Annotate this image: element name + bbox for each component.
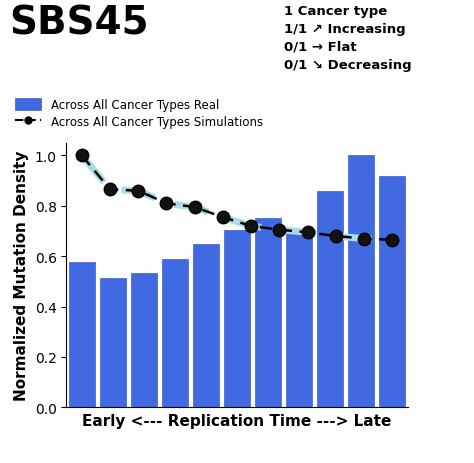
Bar (162, 259, 188, 407)
Bar (224, 230, 250, 407)
Bar (193, 244, 219, 407)
Text: SBS45: SBS45 (9, 5, 149, 43)
Y-axis label: Normalized Mutation Density: Normalized Mutation Density (14, 150, 29, 400)
Bar (379, 176, 405, 407)
X-axis label: Early <--- Replication Time ---> Late: Early <--- Replication Time ---> Late (82, 413, 392, 428)
Text: 1 Cancer type
1/1 ↗ Increasing
0/1 → Flat
0/1 ↘ Decreasing: 1 Cancer type 1/1 ↗ Increasing 0/1 → Fla… (284, 5, 412, 71)
Legend: Across All Cancer Types Real, Across All Cancer Types Simulations: Across All Cancer Types Real, Across All… (15, 99, 263, 129)
Bar (255, 219, 281, 407)
Bar (100, 279, 126, 407)
Bar (317, 191, 343, 407)
Bar (348, 156, 374, 407)
Bar (69, 263, 95, 407)
Bar (286, 233, 312, 407)
Bar (131, 274, 157, 407)
